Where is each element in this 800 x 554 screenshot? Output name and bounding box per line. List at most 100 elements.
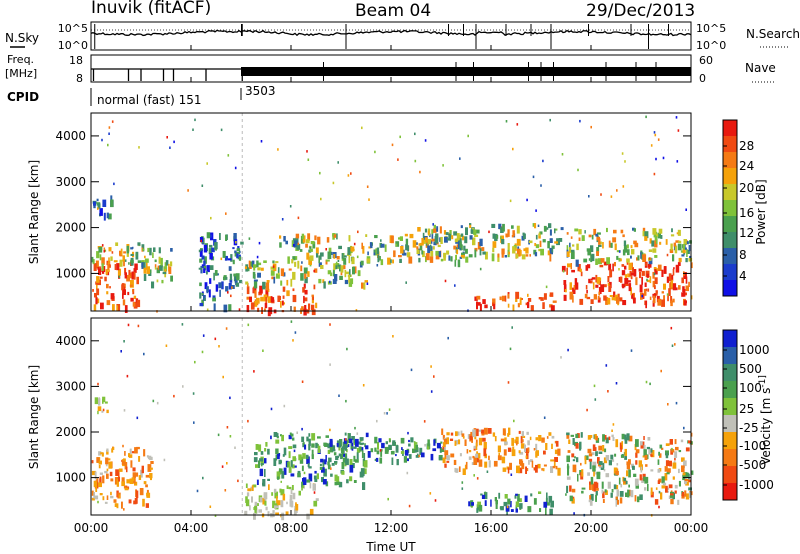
data-cell: [572, 459, 576, 462]
data-cell: [110, 491, 112, 496]
data-cell: [454, 284, 456, 287]
data-cell: [244, 266, 247, 269]
data-cell: [294, 331, 297, 334]
data-cell: [345, 271, 349, 275]
data-cell: [619, 497, 623, 504]
data-cell: [263, 308, 266, 312]
data-cell: [538, 491, 542, 494]
data-cell: [622, 234, 625, 238]
data-cell: [595, 435, 598, 441]
data-cell: [469, 223, 472, 226]
data-cell: [683, 300, 687, 306]
data-cell: [252, 264, 257, 268]
data-cell: [421, 250, 424, 255]
data-cell: [592, 483, 595, 491]
data-cell: [672, 269, 675, 276]
data-cell: [431, 232, 434, 241]
data-cell: [104, 501, 108, 504]
data-cell: [150, 461, 154, 464]
data-cell: [395, 454, 397, 457]
data-cell: [448, 255, 451, 261]
data-cell: [638, 460, 642, 468]
data-cell: [297, 242, 300, 246]
data-cell: [254, 505, 257, 511]
data-cell: [170, 275, 173, 282]
data-cell: [408, 256, 413, 264]
data-cell: [670, 296, 673, 304]
data-cell: [258, 241, 261, 245]
data-cell: [592, 465, 596, 472]
data-cell: [290, 278, 293, 287]
data-cell: [130, 253, 134, 256]
data-cell: [672, 298, 675, 303]
data-cell: [613, 262, 616, 267]
data-cell: [265, 442, 268, 447]
data-cell: [137, 260, 142, 263]
data-cell: [465, 461, 468, 470]
data-cell: [588, 435, 593, 438]
data-cell: [166, 136, 168, 139]
data-cell: [332, 278, 337, 284]
data-cell: [499, 296, 502, 301]
data-cell: [104, 276, 107, 282]
data-cell: [573, 512, 575, 515]
data-cell: [586, 296, 591, 300]
data-cell: [199, 282, 202, 287]
data-cell: [136, 299, 141, 308]
data-cell: [545, 497, 548, 505]
data-cell: [549, 118, 551, 122]
colorbar-swatch: [723, 232, 737, 249]
data-cell: [102, 496, 105, 501]
data-cell: [663, 295, 665, 302]
data-cell: [684, 490, 687, 497]
data-cell: [161, 279, 164, 284]
data-cell: [367, 451, 371, 458]
colorbar-swatch: [723, 330, 737, 348]
data-cell: [288, 268, 292, 271]
data-cell: [575, 433, 579, 439]
data-cell: [335, 261, 338, 265]
data-cell: [609, 270, 612, 278]
data-cell: [282, 295, 285, 299]
data-cell: [624, 448, 627, 457]
data-cell: [126, 274, 130, 282]
data-cell: [253, 370, 255, 373]
data-cell: [647, 263, 652, 268]
data-cell: [608, 240, 611, 248]
data-cell: [543, 501, 548, 508]
data-cell: [132, 302, 136, 307]
data-cell: [202, 334, 205, 337]
data-cell: [335, 462, 337, 465]
data-cell: [323, 281, 326, 289]
data-cell: [446, 437, 449, 445]
data-cell: [454, 238, 459, 243]
data-cell: [209, 505, 212, 508]
data-cell: [351, 446, 353, 449]
data-cell: [480, 493, 483, 496]
data-cell: [347, 433, 350, 441]
data-cell: [565, 493, 567, 496]
data-cell: [285, 240, 288, 245]
data-cell: [270, 266, 275, 270]
data-cell: [654, 255, 658, 258]
data-cell: [98, 460, 102, 465]
data-cell: [560, 356, 562, 359]
data-cell: [659, 444, 663, 449]
data-cell: [134, 447, 138, 454]
data-cell: [124, 259, 127, 262]
data-cell: [685, 208, 687, 211]
data-cell: [567, 467, 570, 476]
data-cell: [214, 270, 218, 276]
data-cell: [377, 254, 380, 263]
data-cell: [348, 433, 351, 440]
data-cell: [267, 448, 270, 455]
data-cell: [451, 235, 454, 240]
data-cell: [405, 244, 408, 251]
data-cell: [576, 457, 579, 463]
data-cell: [460, 430, 463, 436]
data-cell: [134, 481, 138, 486]
data-cell: [654, 499, 659, 505]
data-cell: [97, 410, 99, 415]
data-cell: [431, 238, 436, 242]
data-cell: [126, 374, 129, 378]
